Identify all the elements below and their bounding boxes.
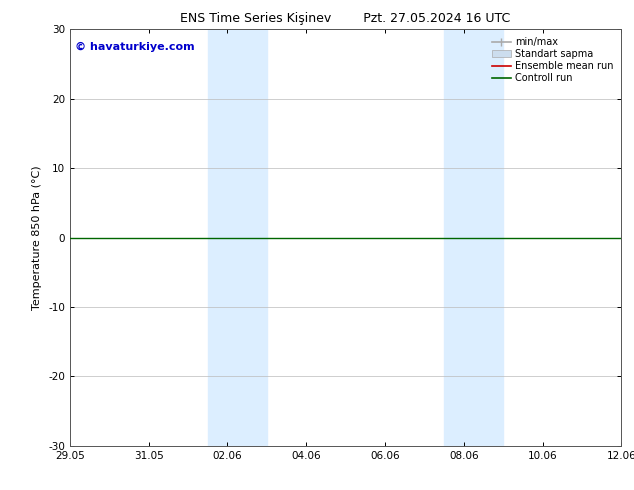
Bar — [444, 29, 503, 446]
Y-axis label: Temperature 850 hPa (°C): Temperature 850 hPa (°C) — [32, 165, 42, 310]
Bar — [207, 29, 267, 446]
Legend: min/max, Standart sapma, Ensemble mean run, Controll run: min/max, Standart sapma, Ensemble mean r… — [489, 34, 616, 86]
Title: ENS Time Series Kişinev        Pzt. 27.05.2024 16 UTC: ENS Time Series Kişinev Pzt. 27.05.2024 … — [181, 12, 510, 25]
Text: © havaturkiye.com: © havaturkiye.com — [75, 42, 195, 52]
